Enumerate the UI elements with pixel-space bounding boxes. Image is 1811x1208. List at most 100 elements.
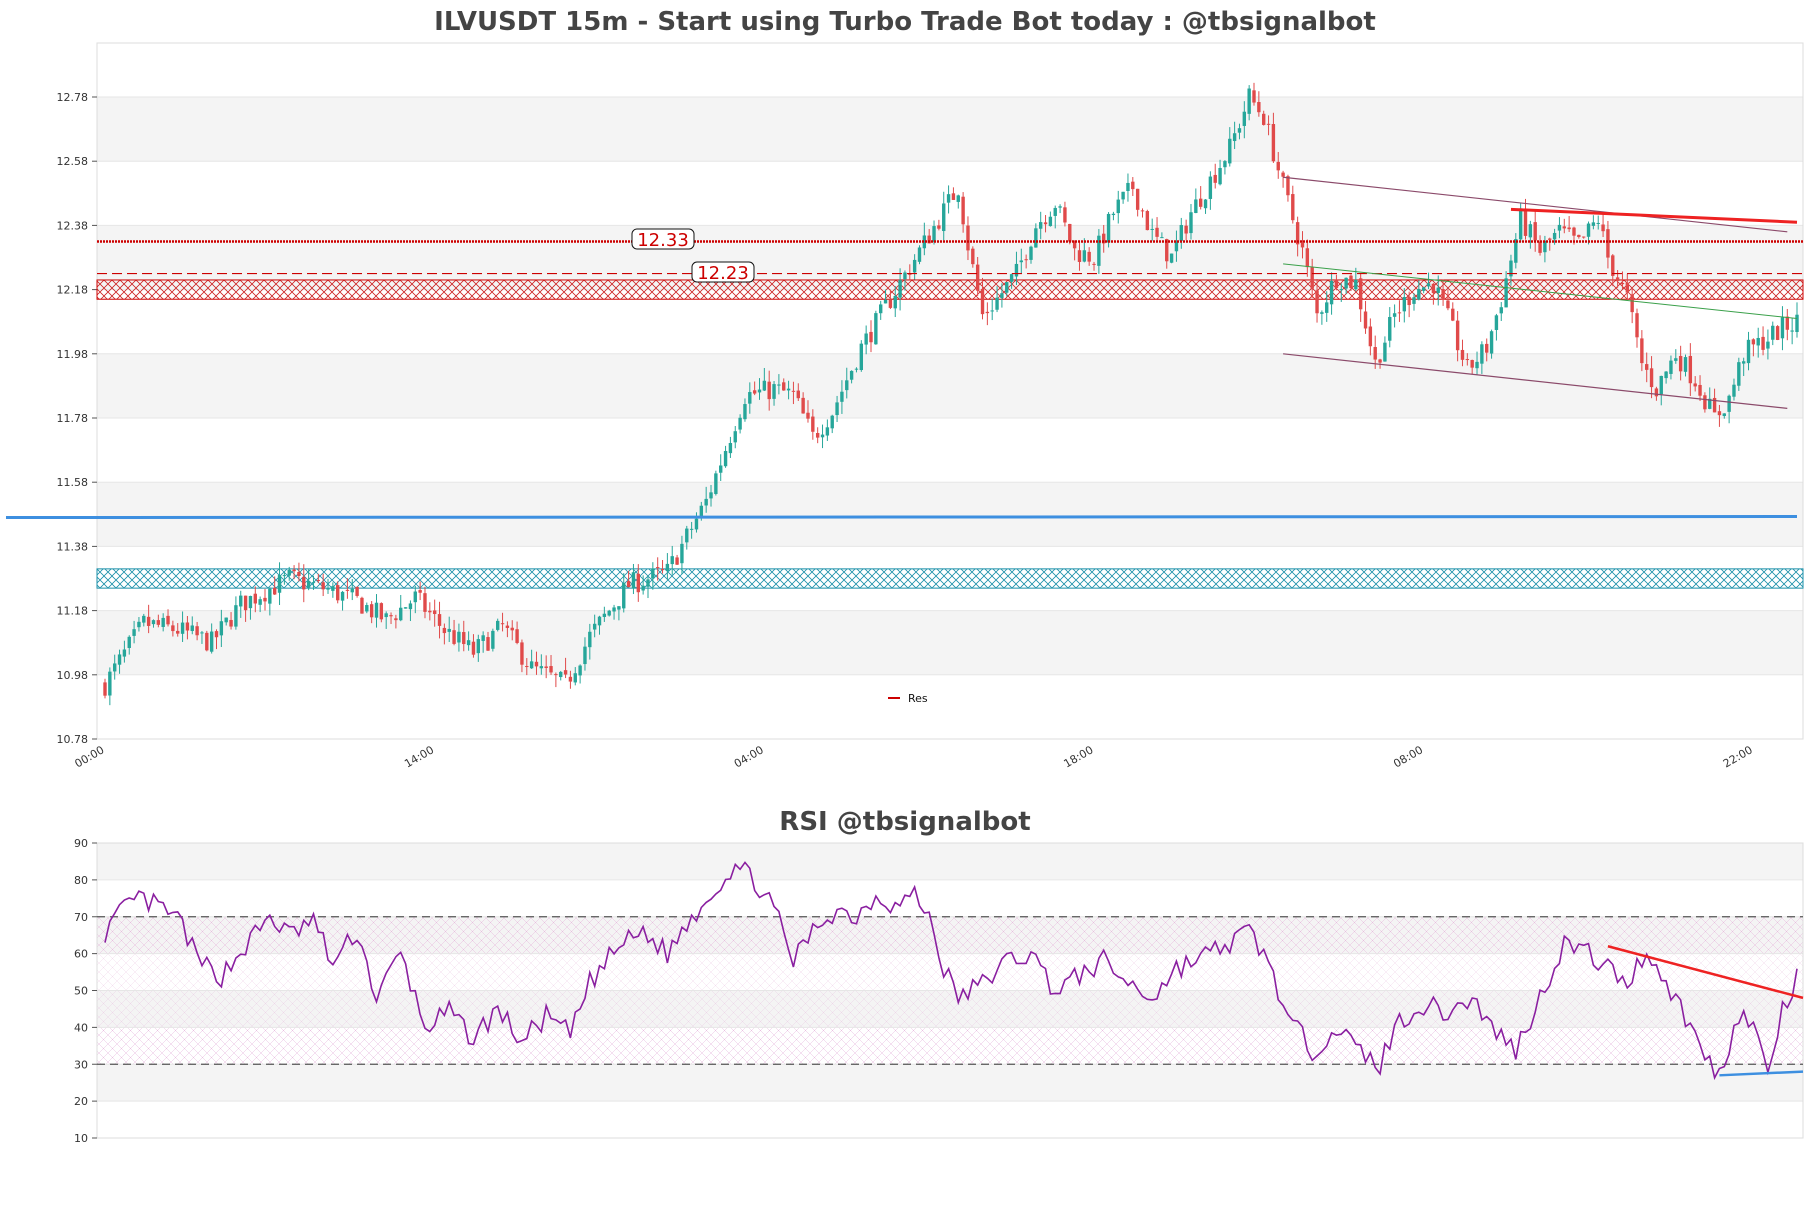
candle-285 <box>1485 338 1489 362</box>
candle-body-301 <box>1562 226 1566 229</box>
candle-body-211 <box>1126 182 1130 192</box>
candle-232 <box>1228 127 1232 167</box>
rsi-y-tick-5: 40 <box>74 1021 88 1034</box>
candle-body-83 <box>505 625 510 628</box>
price-y-tick-8: 11.18 <box>57 605 89 618</box>
rsi-overbought-band <box>97 916 1803 954</box>
candle-body-113 <box>651 568 655 579</box>
candle-body-340 <box>1751 339 1756 345</box>
price-y-tick-4: 11.98 <box>57 348 89 361</box>
candle-18 <box>190 616 194 635</box>
candle-body-279 <box>1455 320 1460 351</box>
price-y-tick-1: 12.58 <box>57 155 89 168</box>
candle-body-322 <box>1664 371 1668 379</box>
candle-body-0 <box>103 682 107 696</box>
candle-body-140 <box>782 382 786 391</box>
candle-346 <box>1780 306 1785 351</box>
candle-203 <box>1087 247 1091 266</box>
candle-291 <box>1514 233 1518 269</box>
candle-body-111 <box>641 585 645 591</box>
candle-240 <box>1266 115 1271 136</box>
candle-body-249 <box>1310 267 1314 289</box>
candle-body-54 <box>365 605 369 612</box>
candle-body-101 <box>592 623 597 630</box>
candle-219 <box>1165 238 1169 269</box>
candle-71 <box>447 616 451 643</box>
candle-317 <box>1640 330 1644 372</box>
candle-body-239 <box>1262 113 1266 125</box>
candle-body-222 <box>1179 225 1183 241</box>
candle-body-18 <box>190 625 194 632</box>
candle-body-300 <box>1557 224 1562 231</box>
candle-180 <box>975 256 980 296</box>
candle-body-65 <box>418 590 422 593</box>
candle-body-164 <box>898 280 902 298</box>
candle-215 <box>1145 209 1150 231</box>
candle-body-347 <box>1785 316 1790 330</box>
candle-body-192 <box>1034 228 1038 248</box>
candle-body-236 <box>1247 88 1251 114</box>
candle-body-286 <box>1489 331 1494 354</box>
rsi-y-tick-7: 20 <box>74 1095 88 1108</box>
candle-13 <box>166 609 170 627</box>
candle-131 <box>738 414 742 434</box>
candle-body-69 <box>437 614 442 626</box>
candle-213 <box>1135 188 1140 217</box>
candle-body-180 <box>975 264 980 291</box>
candle-38 <box>287 566 291 581</box>
candle-19 <box>195 621 199 641</box>
candle-248 <box>1305 239 1310 277</box>
candle-body-45 <box>321 582 325 590</box>
candle-body-152 <box>840 391 844 402</box>
candle-body-263 <box>1378 359 1382 363</box>
candle-body-162 <box>888 299 893 308</box>
trend-top-line <box>1510 207 1798 224</box>
candle-241 <box>1271 112 1276 163</box>
candle-255 <box>1339 283 1343 302</box>
candle-129 <box>728 436 733 458</box>
candle-189 <box>1019 248 1023 274</box>
candle-body-203 <box>1087 251 1091 262</box>
candle-body-283 <box>1475 361 1479 369</box>
candle-24 <box>219 609 224 648</box>
price-y-tick-6: 11.58 <box>57 476 89 489</box>
candle-body-90 <box>539 666 544 669</box>
candle-121 <box>689 521 694 539</box>
candle-body-276 <box>1441 289 1445 300</box>
candle-251 <box>1320 310 1324 325</box>
candle-body-96 <box>568 676 573 682</box>
candle-148 <box>820 424 825 449</box>
candle-298 <box>1548 237 1552 251</box>
candle-196 <box>1053 205 1057 229</box>
candle-body-338 <box>1741 361 1746 364</box>
candle-15 <box>176 623 180 637</box>
price-plot-frame <box>96 42 1804 740</box>
candle-160 <box>879 300 883 320</box>
candle-322 <box>1664 371 1668 384</box>
candle-body-217 <box>1155 227 1159 237</box>
candle-93 <box>554 672 558 688</box>
candle-45 <box>321 573 325 597</box>
candle-body-320 <box>1654 388 1659 397</box>
candle-body-64 <box>413 591 417 603</box>
candle-333 <box>1717 404 1722 427</box>
candle-body-12 <box>161 617 165 627</box>
candle-body-37 <box>282 575 287 577</box>
candle-63 <box>408 600 413 622</box>
candle-111 <box>641 575 645 595</box>
candle-body-104 <box>607 610 611 616</box>
candle-body-186 <box>1005 282 1009 293</box>
candle-body-147 <box>815 433 820 438</box>
candle-23 <box>214 629 219 650</box>
candle-body-13 <box>166 615 170 625</box>
candle-179 <box>971 246 975 268</box>
candle-257 <box>1349 274 1353 292</box>
candle-214 <box>1140 208 1145 218</box>
candle-338 <box>1741 357 1746 377</box>
candle-72 <box>452 619 456 646</box>
candle-body-15 <box>176 630 180 634</box>
candle-body-238 <box>1257 102 1261 113</box>
candle-body-248 <box>1305 248 1310 268</box>
rsi-trend-down-line <box>1607 945 1804 1000</box>
